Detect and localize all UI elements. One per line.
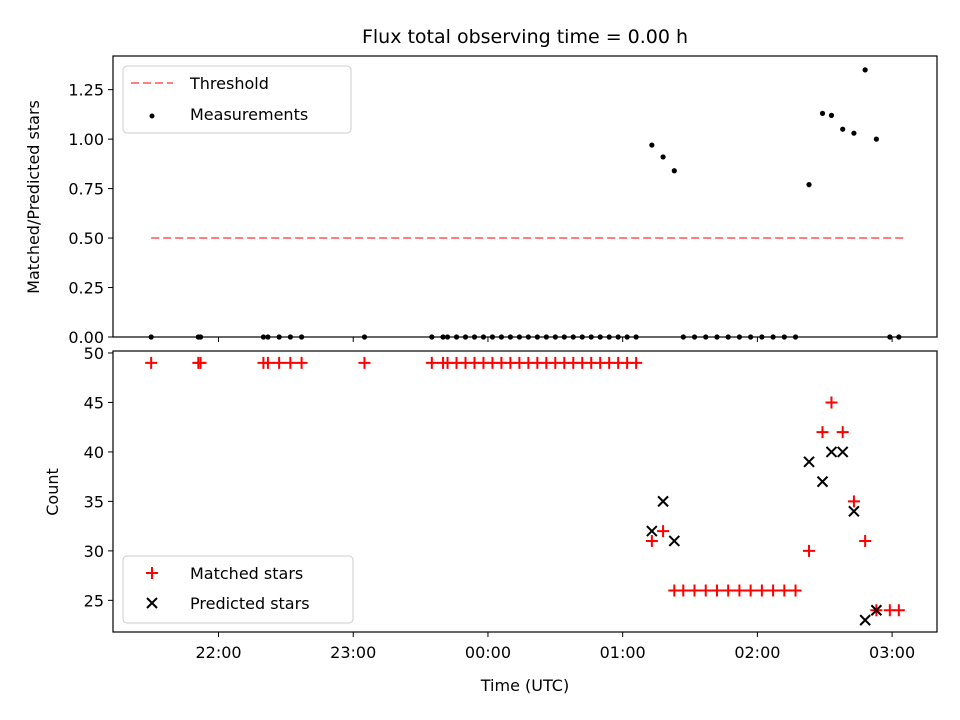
count-y-tick-label: 35: [84, 492, 104, 511]
matched-star-marker: [859, 534, 872, 547]
matched-star-marker: [789, 584, 802, 597]
count-y-tick-label: 45: [84, 393, 104, 412]
count-x-tick-label: 22:00: [195, 643, 241, 662]
matched-star-marker: [699, 584, 712, 597]
measurement-point: [851, 130, 857, 136]
count-x-axis: 22:00 23:00 00:00 01:00 02:00 03:00: [195, 632, 915, 662]
ratio-y-tick-label: 0.50: [68, 229, 104, 248]
matched-star-marker: [284, 356, 297, 369]
ratio-y-axis-label: Matched/Predicted stars: [24, 100, 43, 294]
matched-star-marker: [677, 584, 690, 597]
matched-star-marker: [778, 584, 791, 597]
count-y-tick-label: 50: [84, 344, 104, 363]
ratio-y-tick-label: 1.25: [68, 81, 104, 100]
matched-star-marker: [722, 584, 735, 597]
matched-star-marker: [194, 356, 207, 369]
count-legend: Matched stars Predicted stars: [122, 555, 354, 624]
matched-star-marker: [425, 356, 438, 369]
ratio-y-tick-label: 0.00: [68, 328, 104, 347]
ratio-y-tick-label: 1.00: [68, 130, 104, 149]
matched-star-marker: [273, 356, 286, 369]
count-y-axis-label: Count: [43, 468, 62, 516]
measurement-point: [806, 182, 812, 188]
predicted-star-marker: [803, 456, 815, 468]
matched-legend-swatch: [146, 567, 158, 579]
predicted-star-marker: [816, 475, 829, 488]
count-plot-area: [145, 356, 905, 626]
ratio-y-axis: 0.00 0.25 0.50 0.75 1.00 1.25: [68, 81, 113, 347]
matched-star-marker: [767, 584, 780, 597]
matched-star-marker: [733, 584, 746, 597]
measurement-point: [840, 126, 846, 132]
count-x-tick-label: 23:00: [330, 643, 376, 662]
matched-star-marker: [755, 584, 768, 597]
chart-title: Flux total observing time = 0.00 h: [362, 26, 688, 48]
threshold-legend-label: Threshold: [189, 74, 269, 93]
matched-star-marker: [145, 356, 158, 369]
matched-star-marker: [358, 356, 371, 369]
count-y-tick-label: 30: [84, 542, 104, 561]
measurement-point: [828, 112, 835, 118]
matched-star-marker: [688, 584, 701, 597]
ratio-axes-frame: [112, 55, 938, 338]
measurement-point: [660, 154, 666, 160]
matched-star-marker: [657, 525, 670, 538]
count-x-tick-label: 02:00: [734, 643, 780, 662]
measurements-legend-label: Measurements: [190, 105, 308, 124]
measurement-point: [862, 67, 868, 73]
ratio-legend-box: [122, 65, 352, 134]
matched-star-marker: [295, 356, 308, 369]
ratio-y-tick-label: 0.25: [68, 279, 104, 298]
matched-star-marker: [710, 584, 723, 597]
matched-star-marker: [744, 584, 757, 597]
count-y-axis: 25 30 35 40 45 50: [84, 344, 113, 610]
matched-star-marker: [803, 544, 816, 557]
measurement-point: [649, 142, 655, 148]
count-x-tick-label: 01:00: [600, 643, 646, 662]
matched-star-marker: [825, 396, 838, 409]
predicted-star-marker: [859, 614, 871, 626]
measurements-legend-swatch: [149, 113, 155, 119]
matched-star-marker: [847, 495, 860, 508]
predicted-star-marker: [848, 505, 860, 517]
ratio-x-ticks: [218, 337, 893, 342]
ratio-legend: Threshold Measurements: [122, 65, 352, 134]
predicted-star-marker: [668, 535, 681, 547]
count-axes-frame: [112, 350, 938, 633]
measurement-point: [819, 110, 826, 116]
measurement-point: [671, 168, 677, 174]
count-panel: 25 30 35 40 45 50 22:00 23:00 00:00 01:00 02:00 03…: [43, 344, 938, 695]
matched-star-marker: [645, 534, 658, 547]
count-legend-box: [122, 555, 354, 624]
count-y-tick-label: 25: [84, 591, 104, 610]
ratio-panel: Flux total observing time = 0.00 h 0.000…: [24, 26, 938, 347]
matched-star-marker: [892, 604, 905, 617]
count-x-tick-label: 00:00: [465, 643, 511, 662]
matched-star-marker: [261, 356, 274, 369]
predicted-legend-swatch: [146, 597, 158, 609]
matched-star-marker: [836, 426, 849, 439]
count-x-tick-label: 03:00: [869, 643, 915, 662]
matched-star-marker: [816, 426, 829, 439]
predicted-star-marker: [825, 446, 838, 458]
predicted-legend-label: Predicted stars: [190, 594, 310, 613]
predicted-star-marker: [646, 525, 658, 537]
count-y-tick-label: 40: [84, 443, 104, 462]
predicted-star-marker: [657, 495, 669, 508]
x-axis-label: Time (UTC): [480, 676, 569, 695]
measurement-point: [873, 136, 879, 142]
matched-legend-label: Matched stars: [190, 564, 303, 583]
predicted-star-marker: [870, 604, 883, 616]
ratio-y-tick-label: 0.75: [68, 180, 104, 199]
predicted-star-marker: [836, 446, 849, 458]
matched-star-marker: [630, 356, 643, 369]
